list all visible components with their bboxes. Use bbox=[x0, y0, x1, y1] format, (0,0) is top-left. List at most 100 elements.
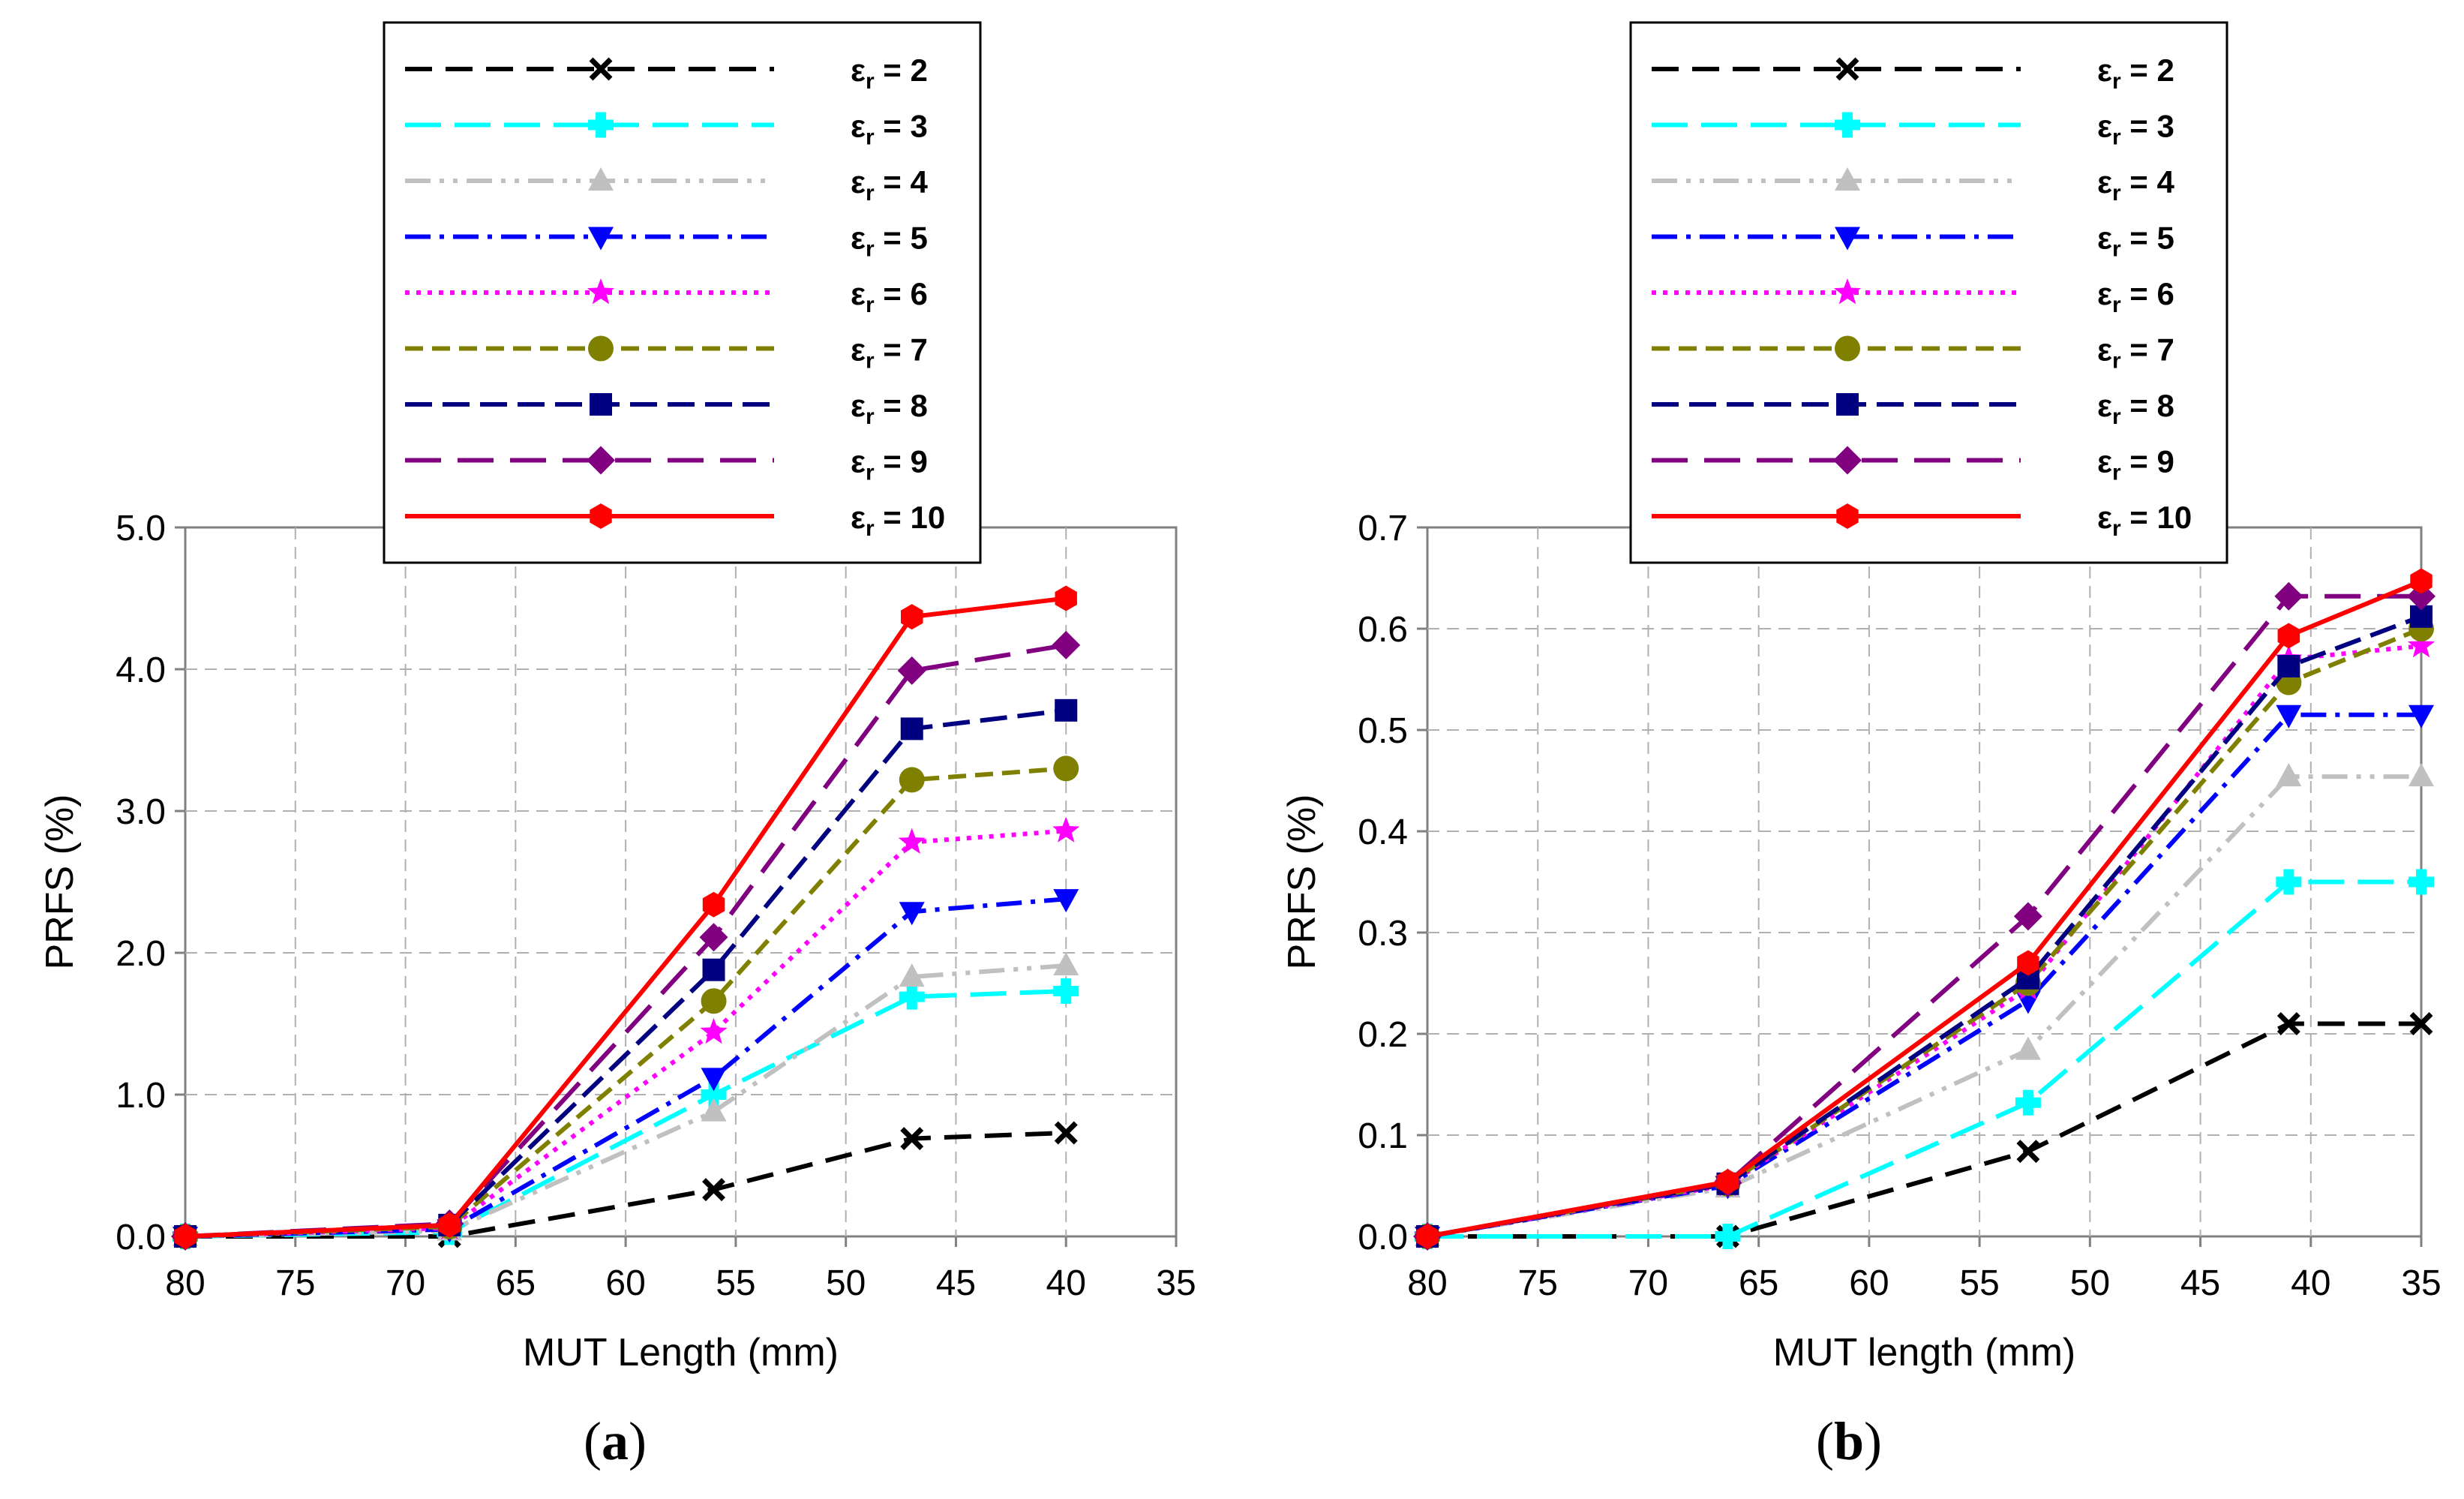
x-tick-label: 60 bbox=[605, 1263, 645, 1303]
y-tick-label: 0.4 bbox=[1358, 813, 1408, 852]
data-point-er-3 bbox=[1053, 978, 1079, 1005]
data-point-er-9 bbox=[1052, 630, 1081, 659]
data-point-er-3 bbox=[1715, 1224, 1741, 1249]
legend-label-er-5: εr = 5 bbox=[2097, 221, 2174, 262]
y-tick-label: 0.6 bbox=[1358, 610, 1408, 650]
data-point-er-4 bbox=[701, 1098, 727, 1122]
data-point-er-9 bbox=[699, 923, 728, 952]
plot-area bbox=[1426, 526, 2423, 1238]
x-tick-label: 35 bbox=[1156, 1263, 1196, 1303]
legend-label-er-8: εr = 8 bbox=[2097, 388, 2174, 429]
y-tick-label: 5.0 bbox=[116, 509, 166, 548]
legend-marker-er-10 bbox=[1836, 503, 1859, 529]
data-point-er-10 bbox=[1416, 1224, 1439, 1249]
x-tick-label: 45 bbox=[2180, 1263, 2220, 1303]
data-point-er-2 bbox=[900, 1127, 924, 1151]
y-axis-label: PRFS (%) bbox=[1280, 795, 1324, 970]
legend-label-er-7: εr = 7 bbox=[2097, 332, 2174, 374]
x-axis-label: MUT length (mm) bbox=[1773, 1331, 2076, 1374]
data-point-er-4 bbox=[2276, 763, 2302, 787]
legend-label-er-10: εr = 10 bbox=[2097, 500, 2192, 541]
data-point-er-10 bbox=[2017, 950, 2039, 976]
data-point-er-10 bbox=[702, 891, 725, 918]
legend-label-er-7: εr = 7 bbox=[851, 332, 928, 374]
legend-marker-er-6 bbox=[587, 278, 615, 305]
legend-marker-er-4 bbox=[1835, 167, 1860, 191]
data-point-er-9 bbox=[2013, 902, 2042, 931]
legend-marker-er-5 bbox=[588, 227, 614, 251]
legend-marker-er-9 bbox=[587, 446, 615, 475]
legend-box bbox=[1629, 21, 2228, 564]
legend-marker-er-8 bbox=[590, 393, 612, 416]
x-tick-label: 35 bbox=[2401, 1263, 2441, 1303]
legend-box bbox=[383, 21, 982, 564]
data-point-er-10 bbox=[438, 1212, 461, 1238]
x-tick-label: 40 bbox=[2291, 1263, 2330, 1303]
legend-label-er-9: εr = 9 bbox=[2097, 444, 2174, 485]
data-point-er-4 bbox=[2015, 1036, 2041, 1060]
data-point-er-8 bbox=[900, 717, 923, 740]
data-point-er-4 bbox=[2408, 763, 2434, 787]
data-point-er-10 bbox=[1716, 1169, 1739, 1195]
legend-label-er-4: εr = 4 bbox=[2097, 164, 2174, 206]
data-point-er-2 bbox=[1054, 1121, 1078, 1145]
x-tick-label: 75 bbox=[275, 1263, 315, 1303]
data-point-er-5 bbox=[2276, 704, 2302, 728]
legend: εr = 2 εr = 3 εr = 4 εr = 5 εr = 6 εr = 7 εr =… bbox=[383, 21, 982, 564]
data-point-er-10 bbox=[174, 1224, 197, 1249]
legend-label-er-2: εr = 2 bbox=[2097, 53, 2174, 94]
x-tick-label: 50 bbox=[826, 1263, 866, 1303]
y-tick-label: 0.3 bbox=[1358, 914, 1408, 954]
legend-marker-er-4 bbox=[588, 167, 614, 191]
data-point-er-5 bbox=[701, 1068, 727, 1092]
legend-label-er-8: εr = 8 bbox=[851, 388, 928, 429]
data-point-er-9 bbox=[897, 656, 926, 685]
data-point-er-8 bbox=[702, 958, 725, 981]
legend-marker-er-3 bbox=[1835, 112, 1860, 138]
data-point-er-5 bbox=[1053, 889, 1079, 913]
data-point-er-6 bbox=[898, 828, 926, 854]
data-point-er-4 bbox=[1053, 952, 1079, 976]
plot-area bbox=[184, 526, 1178, 1238]
data-point-er-10 bbox=[2410, 568, 2432, 594]
data-point-er-3 bbox=[2015, 1089, 2041, 1116]
legend-label-er-9: εr = 9 bbox=[851, 444, 928, 485]
x-tick-label: 70 bbox=[1628, 1263, 1668, 1303]
data-point-er-8 bbox=[2277, 654, 2300, 677]
data-point-er-9 bbox=[2274, 581, 2303, 611]
x-tick-label: 40 bbox=[1046, 1263, 1086, 1303]
x-tick-label: 45 bbox=[936, 1263, 976, 1303]
data-point-er-10 bbox=[901, 604, 923, 630]
x-tick-label: 65 bbox=[496, 1263, 536, 1303]
data-point-er-5 bbox=[2408, 704, 2434, 728]
legend-label-er-10: εr = 10 bbox=[851, 500, 945, 541]
y-tick-label: 4.0 bbox=[116, 650, 166, 690]
legend-marker-er-10 bbox=[590, 503, 612, 529]
chart-b: 80 75 70 65 60 55 50 45 40 35 0.0 0.1 0.2 0.3 0.4 0.5 0.… bbox=[1280, 21, 2441, 1374]
caption-b: (b) bbox=[1815, 1411, 1882, 1471]
legend-marker-er-6 bbox=[1833, 278, 1862, 305]
legend-marker-er-7 bbox=[1835, 335, 1860, 362]
data-point-er-3 bbox=[701, 1082, 727, 1107]
legend-label-er-3: εr = 3 bbox=[851, 109, 928, 150]
x-tick-label: 55 bbox=[716, 1263, 755, 1303]
data-point-er-4 bbox=[899, 963, 925, 987]
data-point-er-3 bbox=[899, 984, 925, 1010]
data-point-er-5 bbox=[899, 902, 925, 926]
legend-marker-er-7 bbox=[588, 335, 614, 362]
y-tick-label: 0.0 bbox=[1358, 1218, 1408, 1257]
data-point-er-10 bbox=[1055, 585, 1077, 611]
y-tick-label: 2.0 bbox=[116, 934, 166, 974]
legend-label-er-6: εr = 6 bbox=[2097, 276, 2174, 317]
x-tick-label: 70 bbox=[386, 1263, 425, 1303]
legend-label-er-4: εr = 4 bbox=[851, 164, 928, 206]
data-point-er-7 bbox=[701, 988, 727, 1014]
data-point-er-6 bbox=[2407, 632, 2435, 658]
data-point-er-7 bbox=[1053, 756, 1079, 782]
data-point-er-2 bbox=[2276, 1012, 2300, 1035]
legend-marker-er-9 bbox=[1833, 446, 1862, 475]
data-point-er-2 bbox=[2016, 1140, 2040, 1164]
legend-marker-er-5 bbox=[1835, 227, 1860, 251]
data-point-er-10 bbox=[2277, 623, 2300, 649]
